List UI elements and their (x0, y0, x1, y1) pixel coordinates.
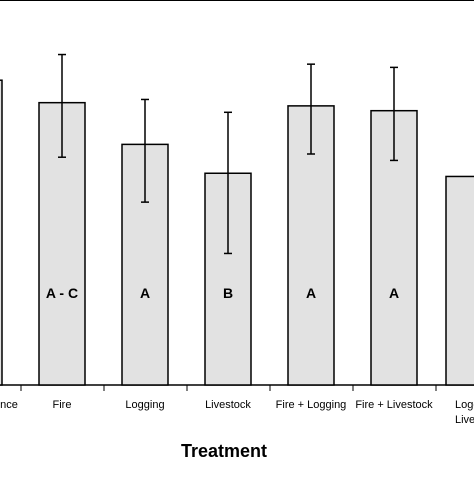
error-bars-group (58, 53, 398, 255)
category-label-5: Fire + Livestock (355, 399, 433, 411)
group-label-4: A (306, 285, 316, 301)
category-label-2: Logging (125, 399, 164, 411)
category-labels-group: nce Fire Logging Livestock Fire + Logging Fir… (0, 399, 474, 426)
bar-6 (445, 175, 474, 386)
group-label-2: A (140, 285, 150, 301)
category-label-0: nce (0, 399, 18, 411)
category-label-6: Logg (455, 399, 474, 411)
group-label-3: B (223, 285, 233, 301)
category-label-7: Live (455, 414, 474, 426)
bar-0 (0, 79, 3, 386)
group-label-1: A - C (46, 285, 78, 301)
group-label-5: A (389, 285, 399, 301)
x-tick-marks-group (20, 385, 437, 391)
x-axis-title: Treatment (181, 441, 267, 461)
category-label-4: Fire + Logging (276, 399, 347, 411)
category-label-1: Fire (53, 399, 72, 411)
category-label-3: Livestock (205, 399, 251, 411)
bars-group (0, 79, 474, 386)
